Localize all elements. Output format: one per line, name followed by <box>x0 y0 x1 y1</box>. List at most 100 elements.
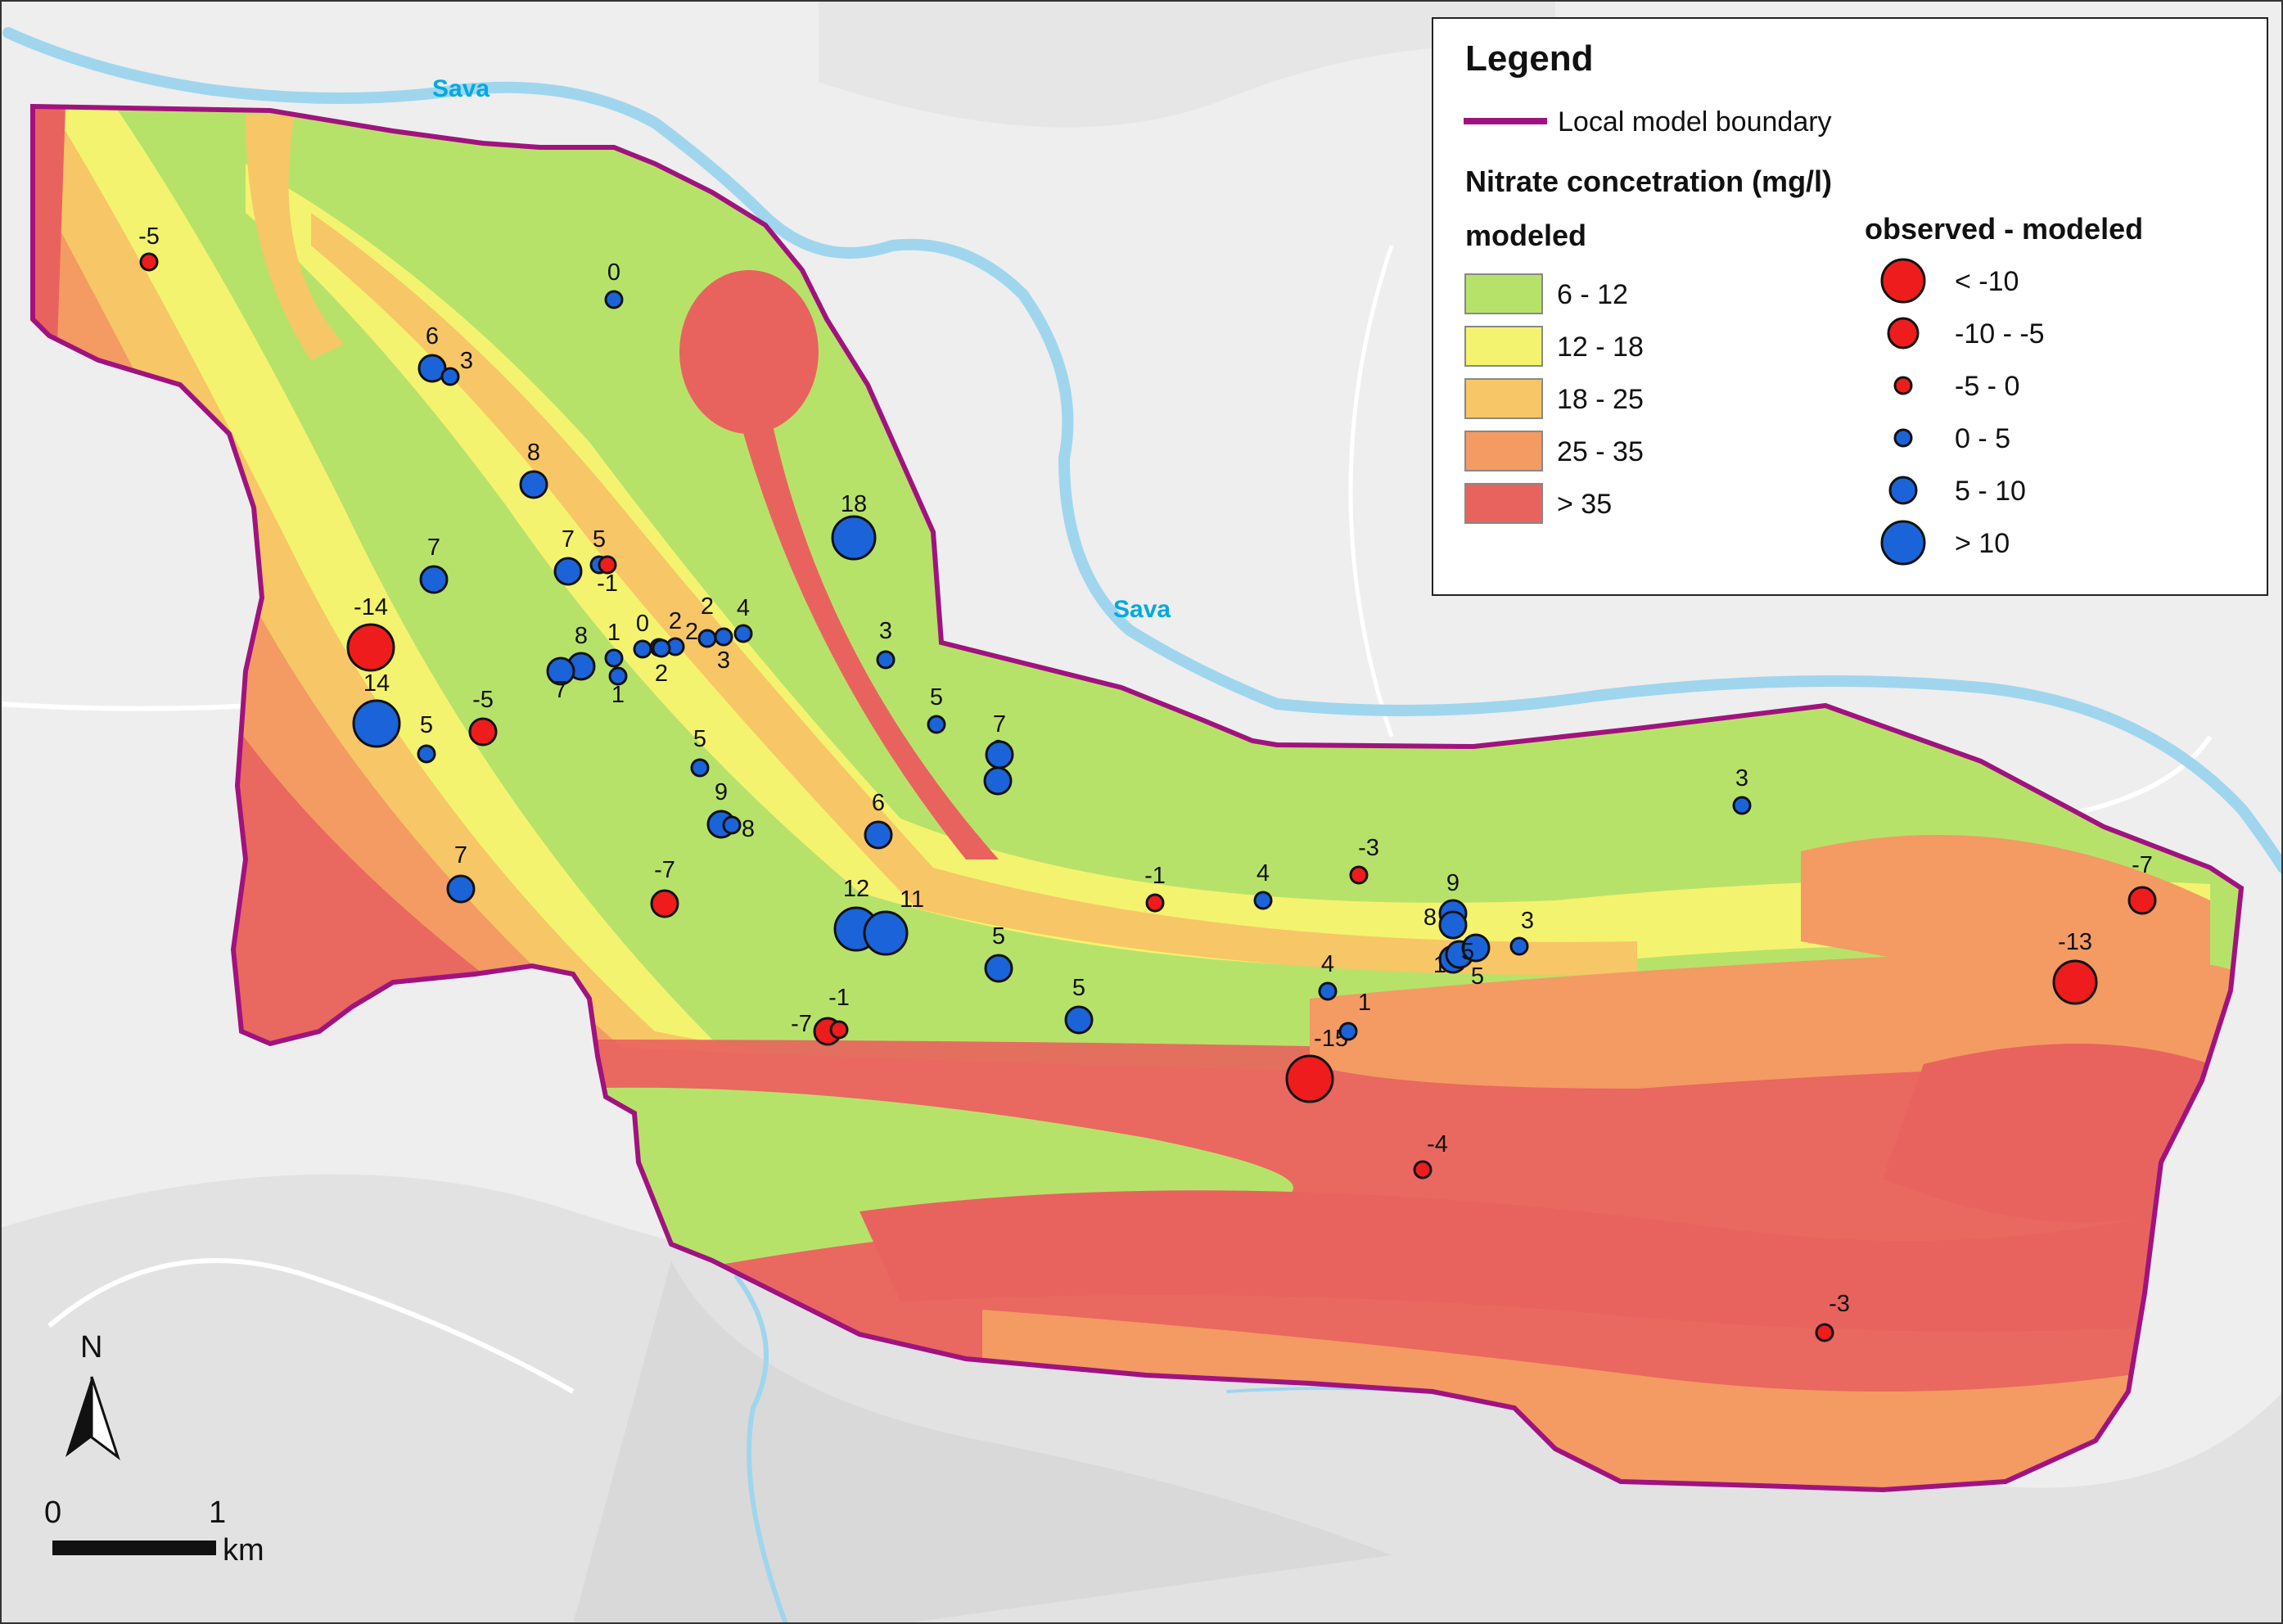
observation-point <box>598 555 617 575</box>
observation-label: 8 <box>742 816 755 842</box>
modeled-class-swatch <box>1464 326 1543 367</box>
observation-point <box>1253 891 1273 910</box>
observation-point <box>139 252 159 272</box>
observation-label: 3 <box>879 618 892 644</box>
observation-label: 5 <box>992 923 1005 950</box>
modeled-class-swatch <box>1464 378 1543 419</box>
observation-label: 9 <box>715 779 728 805</box>
observation-label: 8 <box>1423 904 1437 931</box>
observation-label: 1 <box>1358 990 1371 1016</box>
observation-label: -1 <box>828 985 850 1011</box>
observation-point <box>1461 933 1491 963</box>
observation-label: 7 <box>554 677 567 703</box>
observation-point <box>440 367 460 386</box>
observation-point <box>633 639 652 659</box>
observation-label: 8 <box>527 440 540 466</box>
observation-point <box>690 758 710 778</box>
observation-label: -4 <box>1427 1131 1448 1157</box>
observation-point <box>2052 959 2098 1005</box>
observation-point <box>863 910 909 956</box>
observation-point <box>733 624 753 643</box>
observation-point <box>546 656 575 686</box>
observation-label: 18 <box>841 491 867 517</box>
scale-end-label: 1 <box>209 1495 226 1530</box>
observation-label: 11 <box>900 886 924 913</box>
observation-point <box>1318 981 1338 1001</box>
observation-label: 14 <box>363 670 390 697</box>
observed-class-label: > 10 <box>1955 528 2010 559</box>
observation-label: -13 <box>2058 929 2092 955</box>
observation-label: 8 <box>575 623 588 649</box>
observation-point <box>1338 1022 1358 1041</box>
observation-label: 4 <box>1257 860 1270 886</box>
observation-label: 7 <box>427 535 440 561</box>
observation-label: -5 <box>138 223 160 250</box>
scale-bar: 0 1 km <box>44 1495 264 1568</box>
observation-label: 7 <box>454 842 467 868</box>
observation-point <box>1285 1054 1334 1103</box>
observation-label: 7 <box>562 526 575 553</box>
observed-class-label: -5 - 0 <box>1955 371 2019 402</box>
river-label-sava-east: Sava <box>1113 596 1171 623</box>
observation-point <box>983 766 1013 796</box>
observed-classes: < -10 -10 - -5 -5 - 0 0 - 5 5 - 10 > 10 <box>1880 258 2045 566</box>
observation-point <box>2127 886 2157 915</box>
modeled-header: modeled <box>1465 219 1586 252</box>
observation-label: 3 <box>717 647 730 674</box>
observed-class-label: 5 - 10 <box>1955 476 2026 507</box>
observation-label: 4 <box>1321 951 1334 977</box>
observed-class-symbol <box>1880 520 1926 566</box>
boundary-label: Local model boundary <box>1558 106 1832 138</box>
observation-point <box>346 623 395 672</box>
modeled-class-swatch <box>1464 431 1543 471</box>
observation-label: -7 <box>2132 852 2153 878</box>
observed-class-symbol <box>1893 428 1913 448</box>
observation-label: 5 <box>420 712 433 738</box>
observation-label: 12 <box>843 876 869 902</box>
observation-label: 2 <box>685 619 698 645</box>
modeled-class-swatch <box>1464 273 1543 314</box>
observation-label: -7 <box>654 857 675 883</box>
observation-label: 7 <box>993 711 1006 738</box>
observation-label: 9 <box>1446 870 1460 896</box>
scale-unit: km <box>223 1533 264 1568</box>
observation-label: 5 <box>930 684 943 710</box>
north-label: N <box>80 1330 102 1365</box>
observation-label: 6 <box>426 323 439 350</box>
observation-point <box>864 820 893 850</box>
observation-point <box>419 565 449 594</box>
observation-label: 2 <box>669 608 682 634</box>
observation-point <box>417 744 436 764</box>
modeled-class-label: 6 - 12 <box>1557 279 1628 310</box>
observation-point <box>876 650 896 670</box>
observed-header: observed - modeled <box>1865 212 2143 246</box>
observation-point <box>1064 1005 1094 1035</box>
observation-point <box>985 740 1014 769</box>
modeled-class-label: 25 - 35 <box>1557 436 1644 467</box>
observation-label: -3 <box>1829 1291 1850 1317</box>
observation-point <box>604 648 624 668</box>
modeled-class-label: 12 - 18 <box>1557 332 1644 363</box>
observation-label: 2 <box>701 593 714 620</box>
observation-point <box>446 874 476 904</box>
observed-class-label: -10 - -5 <box>1955 318 2045 350</box>
observation-point <box>1349 865 1369 885</box>
observation-label: 1 <box>1433 952 1446 978</box>
observation-point <box>1732 796 1752 815</box>
observation-label: 0 <box>636 611 649 637</box>
observation-label: 3 <box>1521 908 1534 934</box>
observation-point <box>1509 936 1529 956</box>
observation-label: 3 <box>460 348 473 374</box>
observation-point <box>984 954 1013 983</box>
observation-point <box>714 627 733 647</box>
observed-class-symbol <box>1887 317 1920 350</box>
modeled-class-swatch <box>1464 483 1543 524</box>
observation-label: 1 <box>611 682 625 708</box>
observation-point <box>417 354 447 383</box>
observed-class-label: 0 - 5 <box>1955 423 2010 454</box>
observation-point <box>604 290 624 309</box>
observation-point <box>652 638 671 658</box>
modeled-class-label: 18 - 25 <box>1557 384 1644 415</box>
